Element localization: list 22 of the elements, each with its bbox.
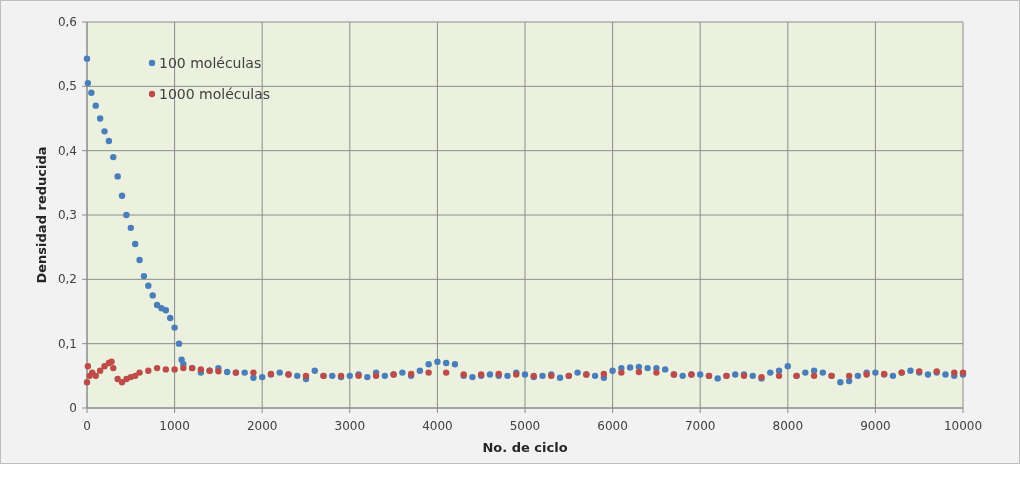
x-tick-label: 1000: [159, 419, 190, 433]
x-tick-label: 4000: [422, 419, 453, 433]
x-tick-label: 3000: [334, 419, 366, 433]
y-axis-title: Densidad reducida: [34, 146, 49, 284]
x-axis-title: No. de ciclo: [482, 440, 568, 455]
y-tick-label: 0,6: [57, 15, 77, 29]
x-tick-label: 5000: [509, 419, 541, 433]
x-tick-label: 7000: [684, 419, 716, 433]
y-tick-label: 0,4: [57, 143, 77, 158]
x-tick-label: 2000: [246, 419, 278, 433]
legend-label: 100 moléculas: [159, 55, 262, 71]
y-tick-label: 0: [69, 401, 77, 415]
x-tick-label: 0: [83, 419, 91, 433]
y-tick-label: 0,5: [57, 79, 77, 94]
y-tick-label: 0,1: [57, 336, 77, 351]
x-tick-label: 10000: [943, 419, 983, 433]
x-tick-label: 9000: [860, 419, 891, 433]
y-tick-label: 0,3: [57, 208, 77, 222]
legend-label: 1000 moléculas: [159, 86, 271, 102]
x-tick-label: 8000: [772, 419, 804, 433]
x-tick-label: 6000: [597, 419, 628, 433]
y-tick-label: 0,2: [57, 272, 77, 287]
